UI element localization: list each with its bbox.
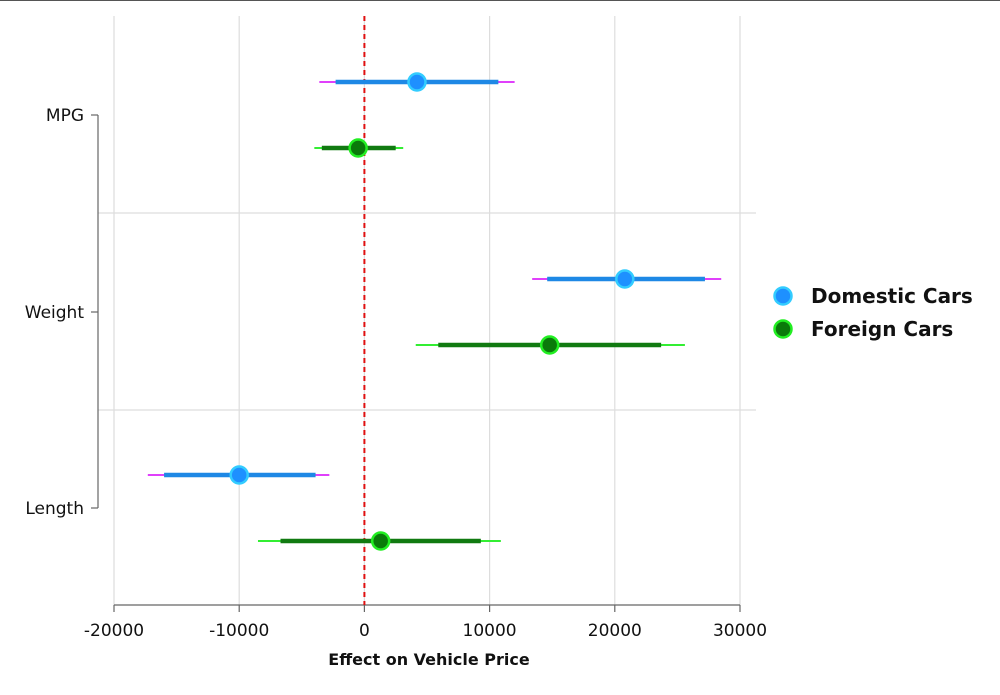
x-tick-label: 0 — [359, 621, 370, 641]
y-category-label: Length — [25, 499, 84, 519]
x-axis-title: Effect on Vehicle Price — [328, 650, 530, 669]
y-category-label: Weight — [25, 303, 85, 323]
legend-marker — [773, 319, 793, 339]
legend-label: Domestic Cars — [811, 284, 973, 308]
point-estimate-marker — [348, 138, 368, 158]
top-border-line — [0, 0, 1000, 1]
x-tick-label: 10000 — [463, 621, 517, 641]
x-tick-label: 30000 — [713, 621, 767, 641]
y-category-label: MPG — [46, 106, 84, 126]
x-tick-label: -20000 — [84, 621, 144, 641]
legend-label: Foreign Cars — [811, 317, 953, 341]
legend-marker — [773, 286, 793, 306]
point-estimate-marker — [229, 465, 249, 485]
point-estimate-marker — [370, 531, 391, 551]
point-estimate-marker — [407, 72, 427, 92]
x-tick-label: 20000 — [588, 621, 642, 641]
x-tick-label: -10000 — [209, 621, 269, 641]
point-estimate-marker — [539, 335, 560, 355]
point-estimate-marker — [615, 269, 635, 289]
